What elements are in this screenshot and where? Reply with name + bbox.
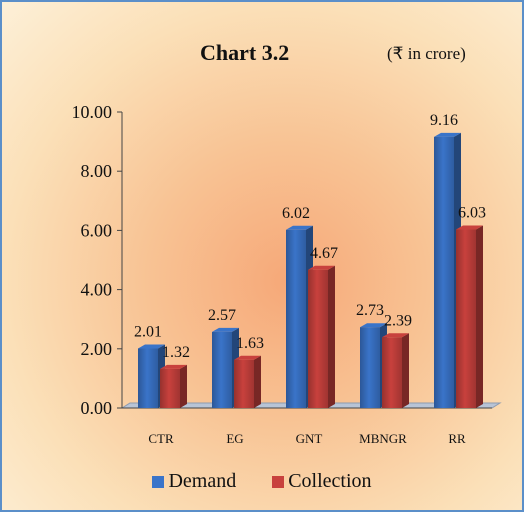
x-tick-label-rr: RR	[448, 431, 466, 446]
bar-top-demand-ctr	[138, 344, 165, 349]
x-tick-label-gnt: GNT	[296, 431, 323, 446]
legend-item-collection: Collection	[272, 470, 372, 493]
bar-top-demand-mbngr	[360, 323, 387, 328]
bar-top-collection-ctr	[160, 364, 187, 369]
bar-collection-rr	[456, 229, 476, 408]
legend-label-collection: Collection	[288, 470, 372, 492]
y-tick-label: 10.00	[72, 102, 113, 122]
bar-side-collection-ctr	[180, 364, 187, 408]
bar-collection-ctr	[160, 368, 180, 408]
x-tick-label-eg: EG	[226, 431, 243, 446]
bar-collection-eg	[234, 359, 254, 408]
data-label-collection-ctr: 1.32	[162, 344, 190, 361]
y-tick-label: 2.00	[81, 339, 113, 359]
bar-top-demand-gnt	[286, 225, 313, 230]
data-label-demand-ctr: 2.01	[134, 324, 162, 341]
bar-side-collection-gnt	[328, 265, 335, 408]
bar-top-collection-eg	[234, 355, 261, 360]
x-tick-label-ctr: CTR	[148, 431, 174, 446]
bar-demand-rr	[434, 136, 454, 408]
legend-swatch-collection	[272, 475, 285, 488]
data-label-demand-rr: 9.16	[430, 112, 458, 129]
y-tick-label: 6.00	[81, 220, 113, 240]
bar-collection-gnt	[308, 269, 328, 408]
data-label-collection-mbngr: 2.39	[384, 312, 412, 329]
data-label-collection-eg: 1.63	[236, 335, 264, 352]
legend-swatch-demand	[152, 475, 165, 488]
bar-side-collection-rr	[476, 225, 483, 408]
data-label-demand-gnt: 6.02	[282, 205, 310, 222]
data-label-collection-gnt: 4.67	[310, 245, 338, 262]
y-tick-label: 8.00	[81, 161, 113, 181]
bar-collection-mbngr	[382, 337, 402, 408]
legend-item-demand: Demand	[152, 470, 236, 493]
legend: Demand Collection	[0, 470, 524, 493]
bar-top-collection-gnt	[308, 265, 335, 270]
bar-top-demand-eg	[212, 327, 239, 332]
bar-demand-mbngr	[360, 327, 380, 408]
data-label-demand-eg: 2.57	[208, 307, 236, 324]
bar-top-demand-rr	[434, 132, 461, 137]
data-label-collection-rr: 6.03	[458, 205, 486, 222]
chart-title: Chart 3.2	[200, 40, 290, 65]
y-tick-label: 0.00	[81, 398, 113, 418]
legend-label-demand: Demand	[168, 470, 237, 492]
data-label-demand-mbngr: 2.73	[356, 302, 384, 319]
bar-demand-eg	[212, 331, 232, 408]
bar-demand-gnt	[286, 229, 306, 408]
x-tick-label-mbngr: MBNGR	[359, 431, 407, 446]
y-tick-label: 4.00	[81, 280, 113, 300]
bar-top-collection-mbngr	[382, 333, 409, 338]
bar-demand-ctr	[138, 348, 158, 408]
bar-side-collection-mbngr	[402, 333, 409, 408]
bar-side-collection-eg	[254, 355, 261, 408]
chart-unit: (₹ in crore)	[387, 44, 466, 63]
bar-top-collection-rr	[456, 225, 483, 230]
